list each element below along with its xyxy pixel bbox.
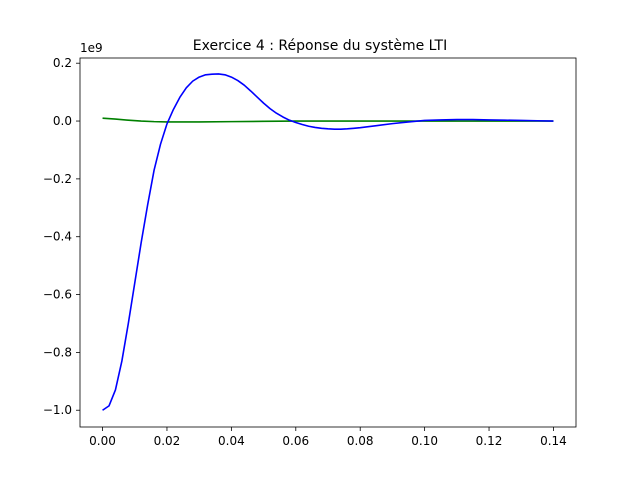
y-tick-label: −0.6 xyxy=(43,288,72,302)
x-tick-label: 0.06 xyxy=(282,434,309,448)
series-line-1 xyxy=(102,117,554,123)
x-tick-label: 0.08 xyxy=(347,434,374,448)
x-tick-label: 0.10 xyxy=(411,434,438,448)
x-tick-label: 0.04 xyxy=(218,434,245,448)
x-tick-label: 0.02 xyxy=(154,434,181,448)
y-tick-label: 0.0 xyxy=(53,114,72,128)
y-tick-label: −1.0 xyxy=(43,403,72,417)
x-tick-label: 0.00 xyxy=(89,434,116,448)
y-tick-label: −0.8 xyxy=(43,345,72,359)
y-tick-label: −0.2 xyxy=(43,172,72,186)
series-line-2 xyxy=(102,73,554,411)
y-axis-offset-label: 1e9 xyxy=(80,41,103,55)
y-tick-label: −0.4 xyxy=(43,230,72,244)
plot-frame xyxy=(79,57,577,428)
x-tick-label: 0.12 xyxy=(476,434,503,448)
chart-title: Exercice 4 : Réponse du système LTI xyxy=(193,38,447,54)
y-axis: 0.2 0.0 −0.2 −0.4 −0.6 −0.8 −1.0 xyxy=(43,56,80,417)
plot-lines xyxy=(102,73,554,411)
y-tick-label: 0.2 xyxy=(53,56,72,70)
x-tick-label: 0.14 xyxy=(540,434,567,448)
x-axis: 0.00 0.02 0.04 0.06 0.08 0.10 0.12 0.14 xyxy=(89,427,567,448)
